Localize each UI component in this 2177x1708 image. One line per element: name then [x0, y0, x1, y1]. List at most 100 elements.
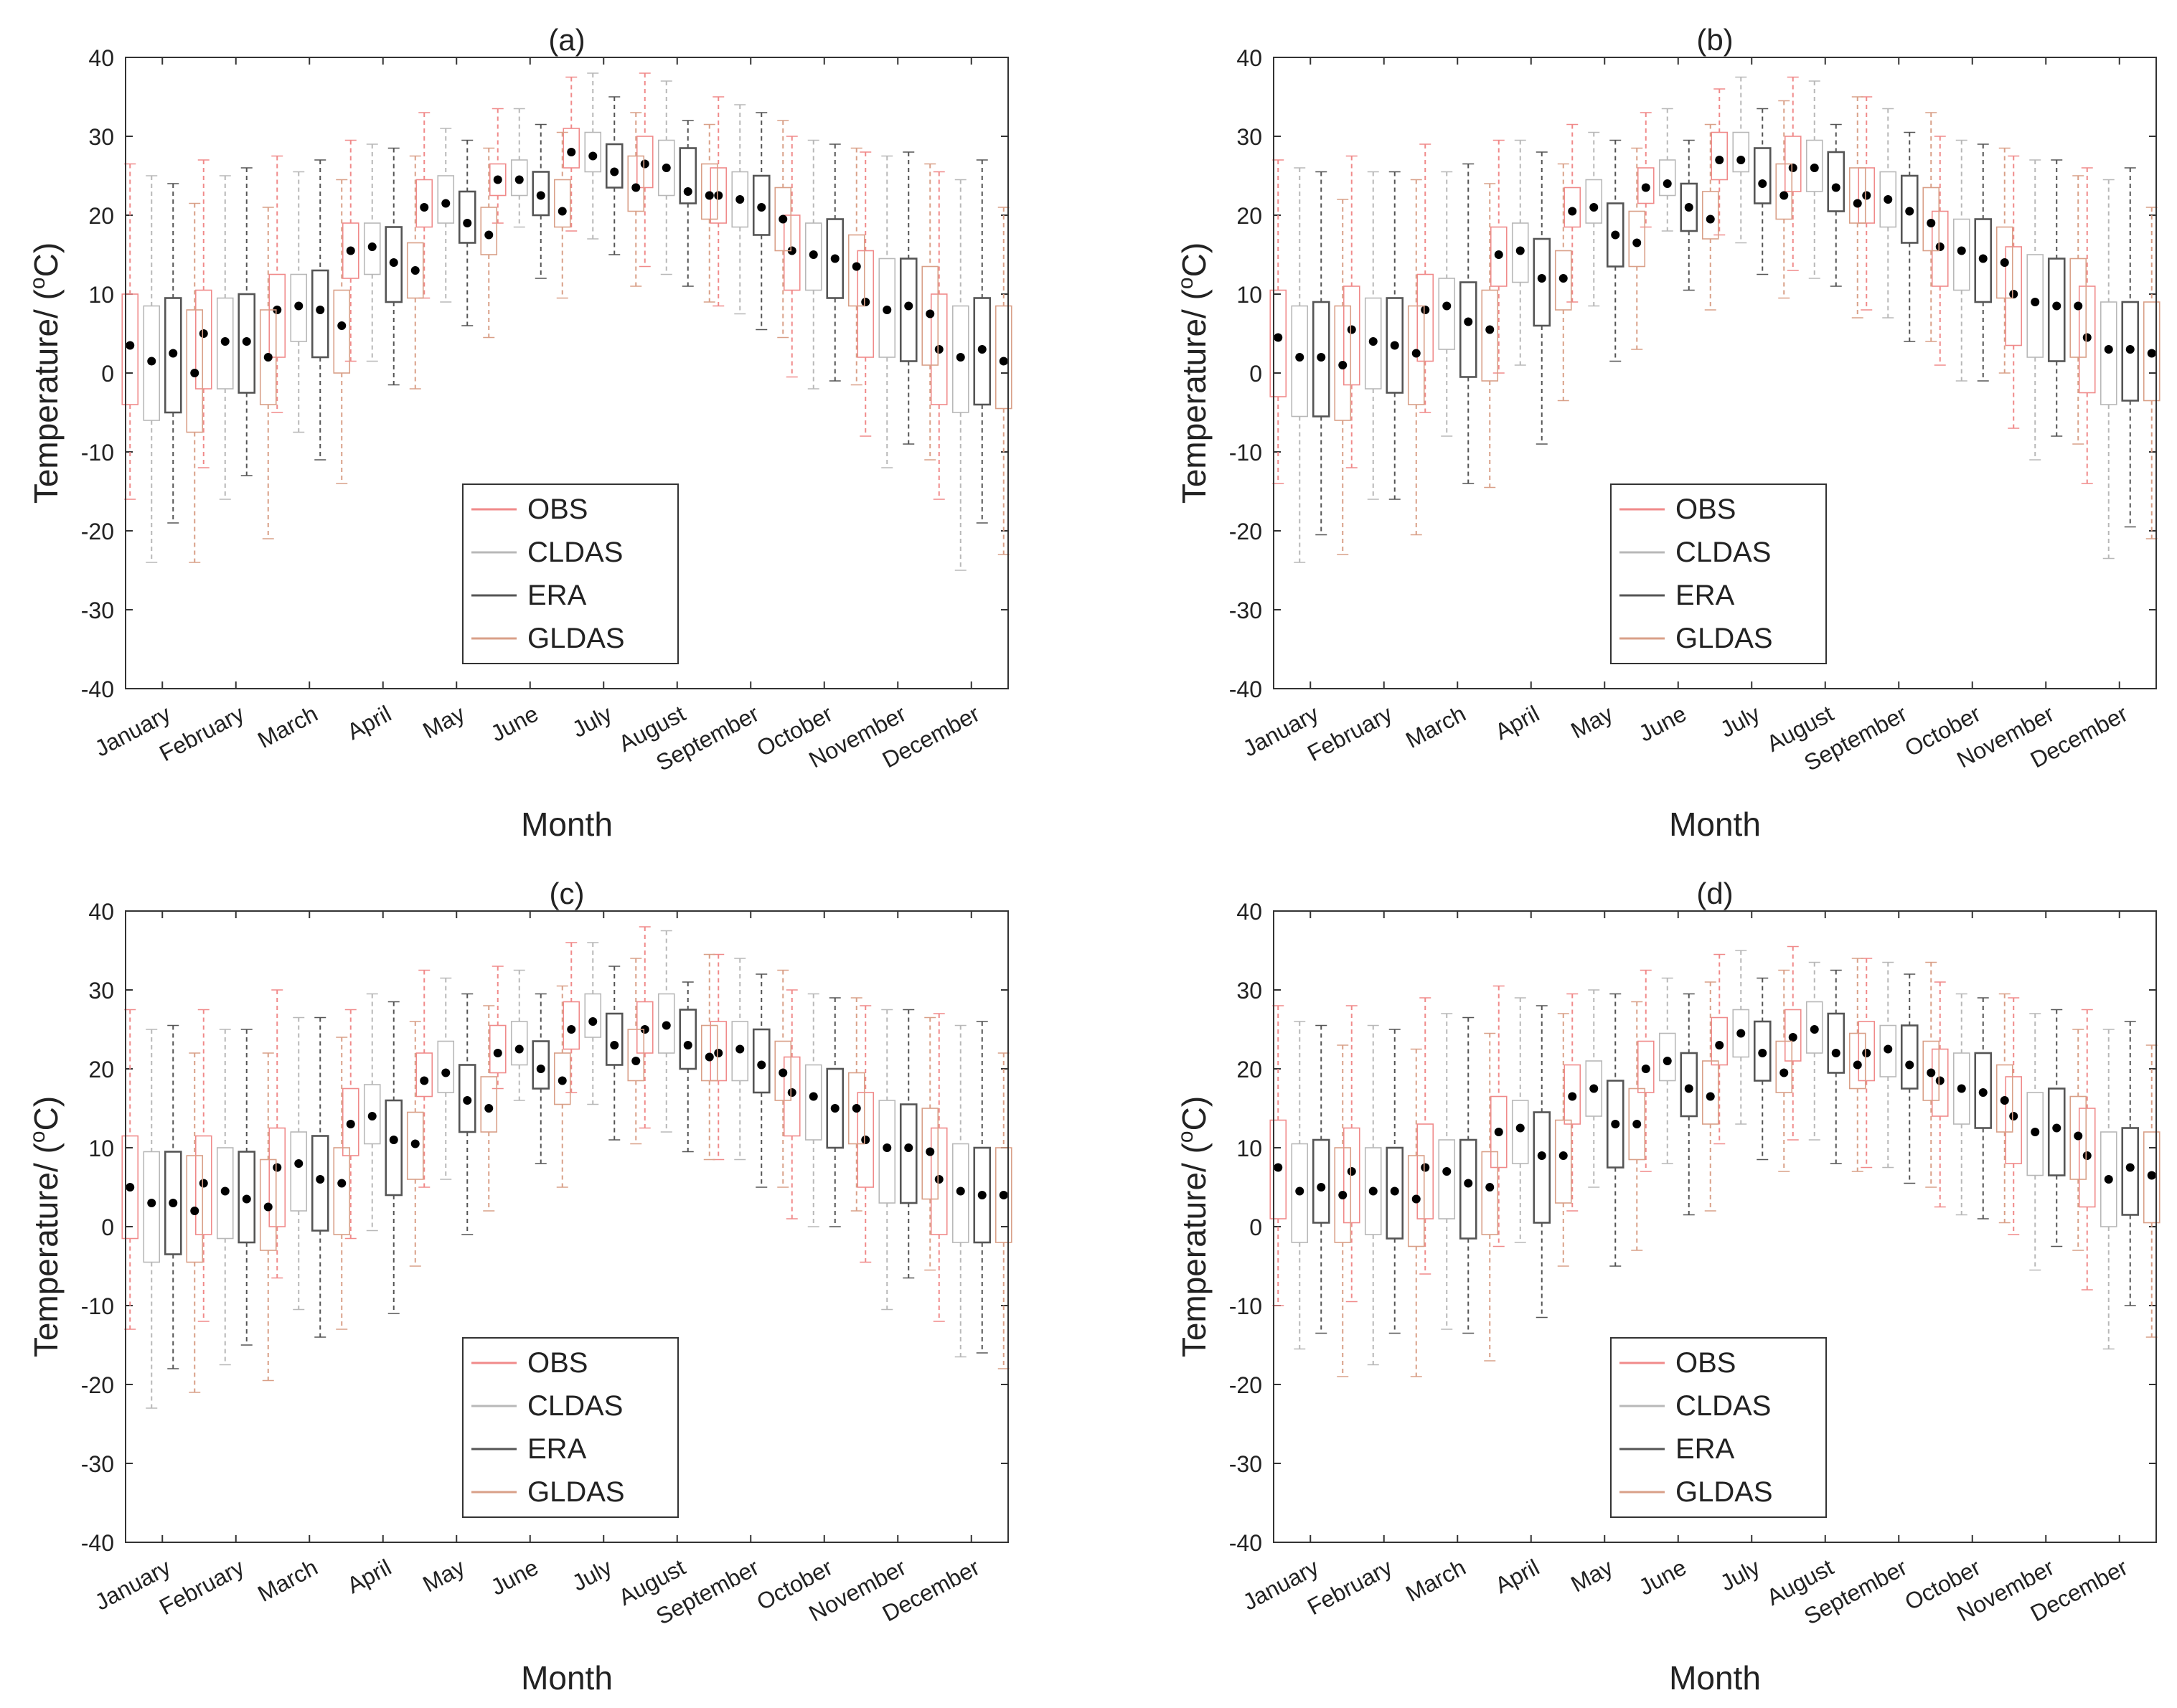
mean-marker — [779, 1068, 788, 1077]
y-axis-label-sup: o — [26, 277, 50, 289]
box — [1995, 1064, 2013, 1133]
legend-label-cldas: CLDAS — [527, 1390, 623, 1422]
box — [826, 218, 845, 299]
y-tick-label: -40 — [1229, 1530, 1262, 1556]
mean-marker — [2052, 301, 2061, 311]
y-tick-label: 20 — [88, 203, 114, 229]
mean-marker — [346, 1120, 355, 1128]
y-tick-label: 20 — [1236, 203, 1262, 229]
box — [194, 1135, 212, 1235]
box — [363, 222, 381, 275]
box — [1900, 1024, 1919, 1090]
box — [1637, 167, 1655, 204]
x-tick-label: March — [253, 1554, 321, 1607]
box — [1291, 1143, 1309, 1243]
box — [1858, 167, 1876, 224]
mean-marker — [2009, 290, 2018, 298]
box — [1628, 210, 1646, 268]
box — [679, 147, 697, 204]
box — [2121, 301, 2140, 402]
legend-label-era: ERA — [1675, 580, 1735, 611]
mean-marker — [1317, 353, 1326, 362]
box — [774, 187, 792, 252]
mean-marker — [1758, 179, 1767, 188]
mean-marker — [2000, 1096, 2009, 1105]
mean-marker — [2147, 1171, 2156, 1180]
mean-marker — [1411, 349, 1421, 358]
mean-marker — [883, 306, 892, 314]
mean-marker — [631, 1057, 641, 1065]
mean-marker — [757, 203, 766, 212]
box — [584, 131, 602, 173]
x-tick-label: June — [486, 700, 542, 746]
mean-marker — [1515, 1123, 1525, 1133]
mean-marker — [1831, 1049, 1840, 1057]
mean-marker — [220, 337, 230, 346]
mean-marker — [1736, 1029, 1746, 1038]
box — [480, 207, 498, 255]
box — [1564, 1064, 1581, 1125]
mean-marker — [1589, 203, 1599, 212]
mean-marker — [1442, 1167, 1452, 1176]
mean-marker — [1442, 301, 1452, 311]
y-tick-label: 0 — [101, 1214, 114, 1240]
mean-marker — [147, 357, 156, 366]
box — [605, 143, 624, 189]
mean-marker — [242, 337, 251, 346]
box — [857, 250, 875, 358]
box — [1438, 1139, 1456, 1219]
box — [2121, 1127, 2140, 1216]
mean-marker — [1485, 325, 1495, 334]
box — [710, 1021, 728, 1082]
mean-marker — [2031, 298, 2040, 306]
box — [1312, 301, 1330, 417]
y-tick-label: 30 — [1236, 124, 1262, 150]
mean-marker — [757, 1060, 766, 1070]
box — [951, 1143, 969, 1243]
box — [1334, 1147, 1352, 1243]
box — [899, 258, 918, 362]
box — [1879, 171, 1897, 228]
x-tick-label: March — [253, 700, 321, 753]
box — [333, 1147, 351, 1235]
series-cldas — [143, 72, 969, 571]
mean-marker — [484, 1104, 494, 1113]
series-obs — [121, 926, 948, 1330]
mean-marker — [199, 1179, 208, 1188]
box — [2078, 1108, 2096, 1208]
y-tick-label: -30 — [81, 598, 114, 623]
legend-box — [462, 483, 679, 664]
mean-marker — [410, 1139, 420, 1148]
box — [636, 1001, 654, 1054]
box — [2143, 1131, 2160, 1224]
mean-marker — [1537, 274, 1546, 283]
mean-marker — [926, 309, 935, 319]
box — [1407, 305, 1425, 405]
series-cldas — [1291, 950, 2117, 1366]
mean-marker — [1558, 274, 1568, 283]
box — [2100, 1131, 2117, 1227]
mean-marker — [956, 353, 965, 362]
box — [1291, 305, 1309, 417]
box — [878, 1100, 896, 1204]
box — [1585, 1060, 1603, 1117]
box — [1805, 139, 1823, 192]
legend-label-gldas: GLDAS — [527, 623, 625, 654]
y-axis-label-main: Temperature/ ( — [1175, 288, 1213, 504]
mean-marker — [1706, 214, 1715, 224]
chart-title: (c) — [550, 877, 585, 910]
y-axis-label: Temperature/ (oC) — [1174, 1096, 1213, 1357]
box — [489, 163, 507, 197]
box — [406, 242, 424, 299]
x-tick-label: July — [1716, 1554, 1764, 1596]
mean-marker — [346, 246, 355, 255]
x-tick-label: March — [1401, 1554, 1470, 1607]
legend-box — [462, 1337, 679, 1518]
y-tick-label: -20 — [81, 1372, 114, 1398]
mean-marker — [190, 369, 199, 377]
box — [1732, 131, 1750, 173]
mean-marker — [169, 349, 178, 358]
plot-frame — [125, 57, 1009, 689]
box — [1931, 210, 1949, 287]
